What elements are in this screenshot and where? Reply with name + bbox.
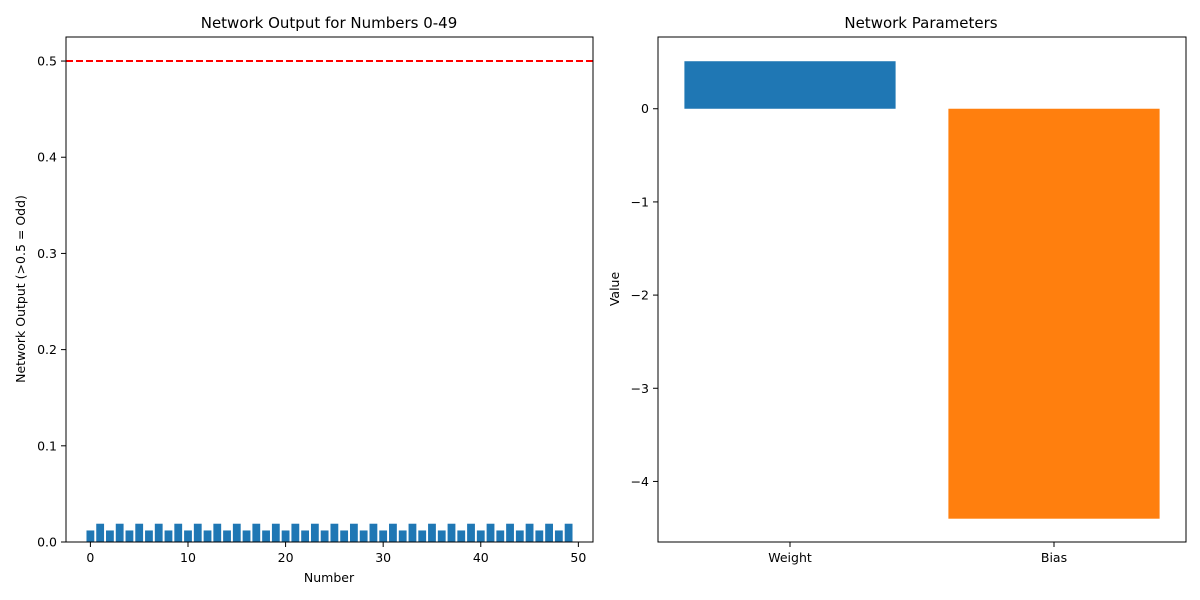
output-bar	[359, 530, 368, 542]
output-bar	[115, 523, 124, 542]
output-bar	[506, 523, 514, 542]
output-bar	[525, 523, 534, 542]
parameters-x-tick-label: Bias	[1041, 550, 1067, 565]
output-bar	[467, 523, 475, 542]
output-bar	[545, 523, 553, 542]
output-bar	[330, 523, 339, 542]
output-x-tick-label: 0	[86, 550, 94, 565]
output-bar	[554, 530, 563, 542]
output-bar	[164, 530, 173, 542]
output-bar	[86, 530, 95, 542]
output-x-tick-label: 50	[570, 550, 586, 565]
output-bar	[389, 523, 397, 542]
parameters-x-ticks: Weight Bias	[768, 542, 1067, 565]
output-y-tick-label: 0.4	[37, 150, 57, 165]
output-bar	[262, 530, 270, 542]
output-bar	[349, 523, 358, 542]
output-bar	[310, 523, 319, 542]
output-bar	[154, 523, 163, 542]
output-y-tick-label: 0.1	[37, 438, 57, 453]
output-bar	[457, 530, 466, 542]
parameters-y-tick-label: 0	[641, 101, 649, 116]
output-chart-frame	[65, 36, 594, 543]
parameters-chart-title: Network Parameters	[844, 14, 997, 32]
parameters-y-tick-label: −2	[631, 288, 649, 303]
output-bar	[203, 530, 212, 542]
output-bar	[96, 523, 105, 542]
parameters-y-ticks: 0 −1 −2 −3 −4	[631, 101, 658, 489]
output-y-tick-label: 0.5	[37, 54, 57, 69]
parameters-chart-frame	[657, 36, 1187, 543]
parameters-y-axis-label: Value	[607, 272, 622, 307]
parameter-bar-weight	[684, 61, 896, 109]
output-bar	[476, 530, 485, 542]
output-bar	[252, 523, 261, 542]
output-x-tick-label: 20	[278, 550, 294, 565]
output-x-tick-label: 40	[473, 550, 489, 565]
parameters-x-tick-label: Weight	[768, 550, 812, 565]
output-bar	[369, 523, 378, 542]
output-x-ticks: 0 10 20 30 40 50	[86, 542, 586, 565]
output-bar	[135, 523, 144, 542]
output-bar	[223, 530, 231, 542]
output-x-tick-label: 30	[375, 550, 391, 565]
output-y-axis-label: Network Output (>0.5 = Odd)	[13, 195, 28, 383]
output-bar	[106, 530, 114, 542]
output-bar	[486, 523, 495, 542]
output-bar	[418, 530, 427, 542]
output-bar	[281, 530, 290, 542]
output-bar	[184, 530, 192, 542]
output-bar	[291, 523, 300, 542]
output-bar	[535, 530, 544, 542]
output-bar	[271, 523, 280, 542]
output-bar	[301, 530, 310, 542]
output-x-axis-label: Number	[304, 570, 355, 585]
parameters-chart-panel: Network Parameters Weight Bias 0−1−2−3−4 …	[607, 14, 1187, 565]
output-bar	[340, 530, 349, 542]
output-bar	[398, 530, 407, 542]
output-x-tick-label: 10	[180, 550, 196, 565]
output-y-tick-label: 0.2	[37, 342, 57, 357]
output-y-tick-label: 0.3	[37, 246, 57, 261]
output-y-ticks: 0.0 0.1 0.2 0.3 0.4 0.5	[37, 54, 66, 550]
output-chart-panel: Network Output for Numbers 0-49 0 10 20 30 4…	[13, 14, 594, 585]
output-bar	[408, 523, 417, 542]
output-y-tick-label: 0.0	[37, 535, 57, 550]
output-bar	[428, 523, 436, 542]
output-bar	[564, 523, 573, 542]
output-bar	[447, 523, 456, 542]
output-bar	[125, 530, 134, 542]
output-bar	[213, 523, 222, 542]
output-bar	[515, 530, 524, 542]
output-bar	[145, 530, 153, 542]
parameters-y-tick-label: −3	[631, 381, 649, 396]
output-bar	[496, 530, 505, 542]
output-bar	[193, 523, 202, 542]
output-bars	[86, 523, 573, 542]
parameters-y-tick-label: −1	[631, 194, 649, 209]
output-bar	[379, 530, 388, 542]
output-bar	[437, 530, 446, 542]
output-bar	[232, 523, 241, 542]
output-bar	[320, 530, 329, 542]
output-bar	[174, 523, 183, 542]
parameter-bar-bias	[948, 108, 1160, 519]
output-chart-title: Network Output for Numbers 0-49	[201, 14, 458, 32]
output-bar	[242, 530, 251, 542]
parameters-y-tick-label: −4	[631, 474, 649, 489]
parameter-bars	[684, 61, 1160, 519]
